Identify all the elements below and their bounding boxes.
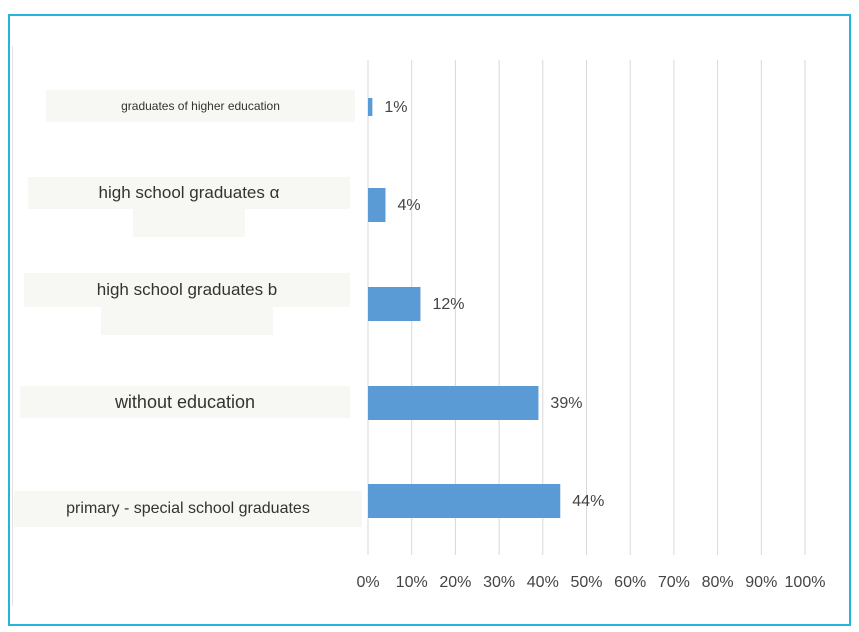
value-label-4: 44% <box>572 493 604 510</box>
x-tick-label-4: 40% <box>527 574 559 591</box>
category-label-text: high school graduates b <box>24 273 350 307</box>
x-tick-label-7: 70% <box>658 574 690 591</box>
value-label-2: 12% <box>432 296 464 313</box>
bar-3 <box>368 386 539 420</box>
label-underlay <box>133 209 245 237</box>
bar-0 <box>368 98 373 116</box>
value-label-3: 39% <box>550 395 582 412</box>
category-label-without-education: without education <box>20 386 350 418</box>
x-tick-label-0: 0% <box>356 574 379 591</box>
x-tick-label-5: 50% <box>570 574 602 591</box>
x-tick-label-3: 30% <box>483 574 515 591</box>
x-tick-label-8: 80% <box>702 574 734 591</box>
category-label-graduates-higher-education: graduates of higher education <box>46 90 355 122</box>
category-label-primary-special-school: primary - special school graduates <box>14 491 362 527</box>
chart-left-edge <box>12 46 13 606</box>
category-label-high-school-b: high school graduates b <box>24 273 350 335</box>
category-label-high-school-a: high school graduates α <box>28 177 350 237</box>
label-underlay <box>101 307 273 335</box>
x-tick-label-1: 10% <box>396 574 428 591</box>
bar-1 <box>368 188 386 222</box>
bar-4 <box>368 484 561 518</box>
x-tick-label-10: 100% <box>785 574 826 591</box>
x-tick-label-2: 20% <box>439 574 471 591</box>
x-tick-label-9: 90% <box>745 574 777 591</box>
value-label-0: 1% <box>384 99 407 116</box>
category-label-text: high school graduates α <box>28 177 350 209</box>
value-label-1: 4% <box>397 197 420 214</box>
bar-2 <box>368 287 421 321</box>
x-tick-label-6: 60% <box>614 574 646 591</box>
